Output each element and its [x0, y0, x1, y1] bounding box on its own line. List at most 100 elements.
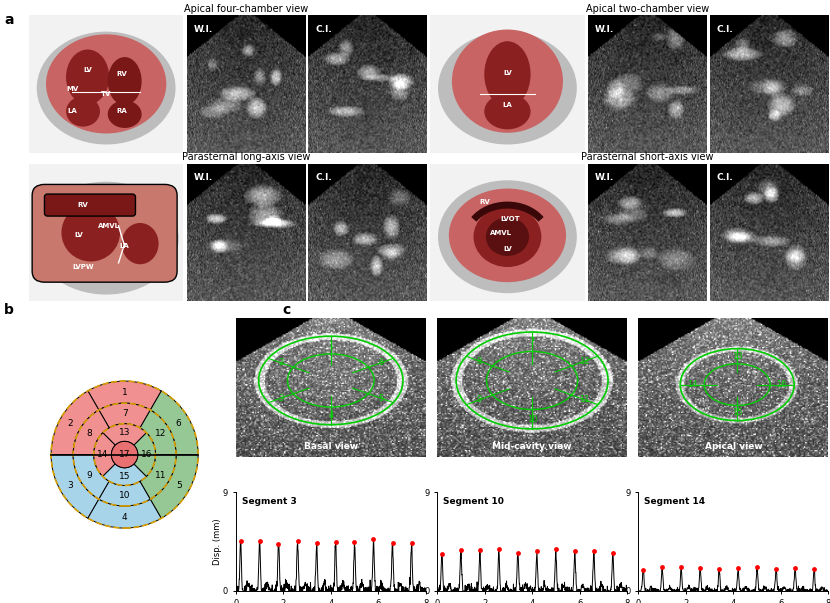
- Text: RV: RV: [479, 200, 490, 205]
- Circle shape: [486, 218, 529, 256]
- Text: 16: 16: [776, 380, 787, 389]
- Text: W.I.: W.I.: [193, 174, 213, 182]
- Point: [731, 563, 745, 572]
- FancyBboxPatch shape: [32, 185, 177, 282]
- Wedge shape: [73, 455, 110, 499]
- Ellipse shape: [452, 30, 563, 133]
- Text: 12: 12: [579, 356, 590, 365]
- Text: 11: 11: [579, 396, 590, 405]
- Text: RV: RV: [116, 71, 127, 77]
- Point: [473, 545, 486, 555]
- Text: Segment 14: Segment 14: [644, 497, 706, 506]
- Text: 6: 6: [176, 419, 182, 428]
- Text: c: c: [282, 303, 290, 317]
- Point: [713, 564, 726, 574]
- Wedge shape: [140, 455, 176, 499]
- Ellipse shape: [438, 31, 577, 145]
- Point: [530, 546, 544, 555]
- Point: [675, 562, 688, 572]
- Wedge shape: [99, 403, 150, 428]
- Text: 12: 12: [154, 429, 166, 438]
- Text: LVOT: LVOT: [500, 216, 520, 222]
- Point: [253, 536, 266, 546]
- Ellipse shape: [449, 189, 566, 282]
- Text: LA: LA: [120, 244, 129, 250]
- Point: [808, 564, 821, 573]
- Point: [568, 546, 581, 555]
- Ellipse shape: [108, 101, 142, 128]
- Text: Apical view: Apical view: [705, 442, 762, 451]
- Wedge shape: [134, 433, 155, 476]
- Text: 11: 11: [154, 471, 166, 479]
- Text: 9: 9: [86, 471, 92, 479]
- Text: 4: 4: [328, 411, 334, 420]
- Text: a: a: [4, 13, 13, 27]
- Ellipse shape: [438, 180, 577, 293]
- Point: [588, 547, 601, 557]
- Text: 2: 2: [68, 419, 73, 428]
- Text: 8: 8: [86, 429, 92, 438]
- Text: 7: 7: [122, 409, 128, 418]
- Text: b: b: [4, 303, 14, 317]
- Circle shape: [473, 206, 541, 267]
- Ellipse shape: [34, 182, 178, 294]
- Text: 13: 13: [119, 428, 130, 437]
- Title: Apical two-chamber view: Apical two-chamber view: [585, 4, 709, 14]
- Ellipse shape: [121, 223, 159, 264]
- Point: [348, 537, 361, 547]
- Wedge shape: [99, 481, 150, 506]
- Text: C.I.: C.I.: [315, 174, 332, 182]
- Text: 1: 1: [122, 388, 128, 397]
- Point: [454, 545, 467, 555]
- Point: [637, 566, 650, 575]
- Text: 8: 8: [476, 356, 482, 365]
- Point: [386, 538, 399, 548]
- Point: [549, 545, 563, 554]
- Text: 15: 15: [732, 408, 743, 417]
- Text: 9: 9: [477, 396, 482, 405]
- Text: 5: 5: [176, 481, 182, 490]
- Wedge shape: [94, 433, 115, 476]
- Text: 10: 10: [527, 415, 537, 424]
- Text: 17: 17: [119, 450, 130, 459]
- Text: Basal view: Basal view: [304, 442, 358, 451]
- Text: C.I.: C.I.: [315, 25, 332, 34]
- Text: LA: LA: [502, 101, 512, 107]
- Title: Apical four-chamber view: Apical four-chamber view: [183, 4, 308, 14]
- Text: C.I.: C.I.: [717, 25, 734, 34]
- Text: 14: 14: [97, 450, 108, 459]
- Point: [511, 548, 525, 558]
- Wedge shape: [103, 424, 146, 445]
- Text: 7: 7: [530, 337, 535, 346]
- Text: W.I.: W.I.: [595, 174, 614, 182]
- Text: LA: LA: [67, 109, 77, 115]
- Point: [330, 538, 343, 548]
- Point: [693, 563, 706, 573]
- Y-axis label: Disp. (mm): Disp. (mm): [212, 518, 222, 565]
- Wedge shape: [51, 455, 99, 518]
- Ellipse shape: [108, 57, 142, 106]
- Text: Mid-cavity view: Mid-cavity view: [492, 442, 572, 451]
- Point: [769, 564, 783, 574]
- Text: Segment 3: Segment 3: [242, 497, 296, 506]
- Title: Parasternal short-axis view: Parasternal short-axis view: [581, 153, 713, 162]
- Title: Parasternal long-axis view: Parasternal long-axis view: [182, 153, 310, 162]
- Wedge shape: [140, 410, 176, 455]
- Text: AMVL: AMVL: [98, 223, 120, 229]
- Text: 13: 13: [732, 352, 743, 361]
- Text: W.I.: W.I.: [193, 25, 213, 34]
- Point: [310, 538, 324, 548]
- Point: [656, 562, 669, 572]
- Wedge shape: [88, 381, 161, 410]
- Text: 2: 2: [278, 358, 283, 367]
- Point: [271, 539, 285, 549]
- Point: [492, 545, 505, 554]
- Text: 1: 1: [328, 341, 334, 350]
- Point: [291, 537, 305, 546]
- Wedge shape: [73, 410, 110, 455]
- Point: [607, 548, 620, 557]
- Text: MV: MV: [66, 86, 78, 92]
- Text: W.I.: W.I.: [595, 25, 614, 34]
- Ellipse shape: [46, 34, 166, 133]
- Wedge shape: [88, 499, 161, 528]
